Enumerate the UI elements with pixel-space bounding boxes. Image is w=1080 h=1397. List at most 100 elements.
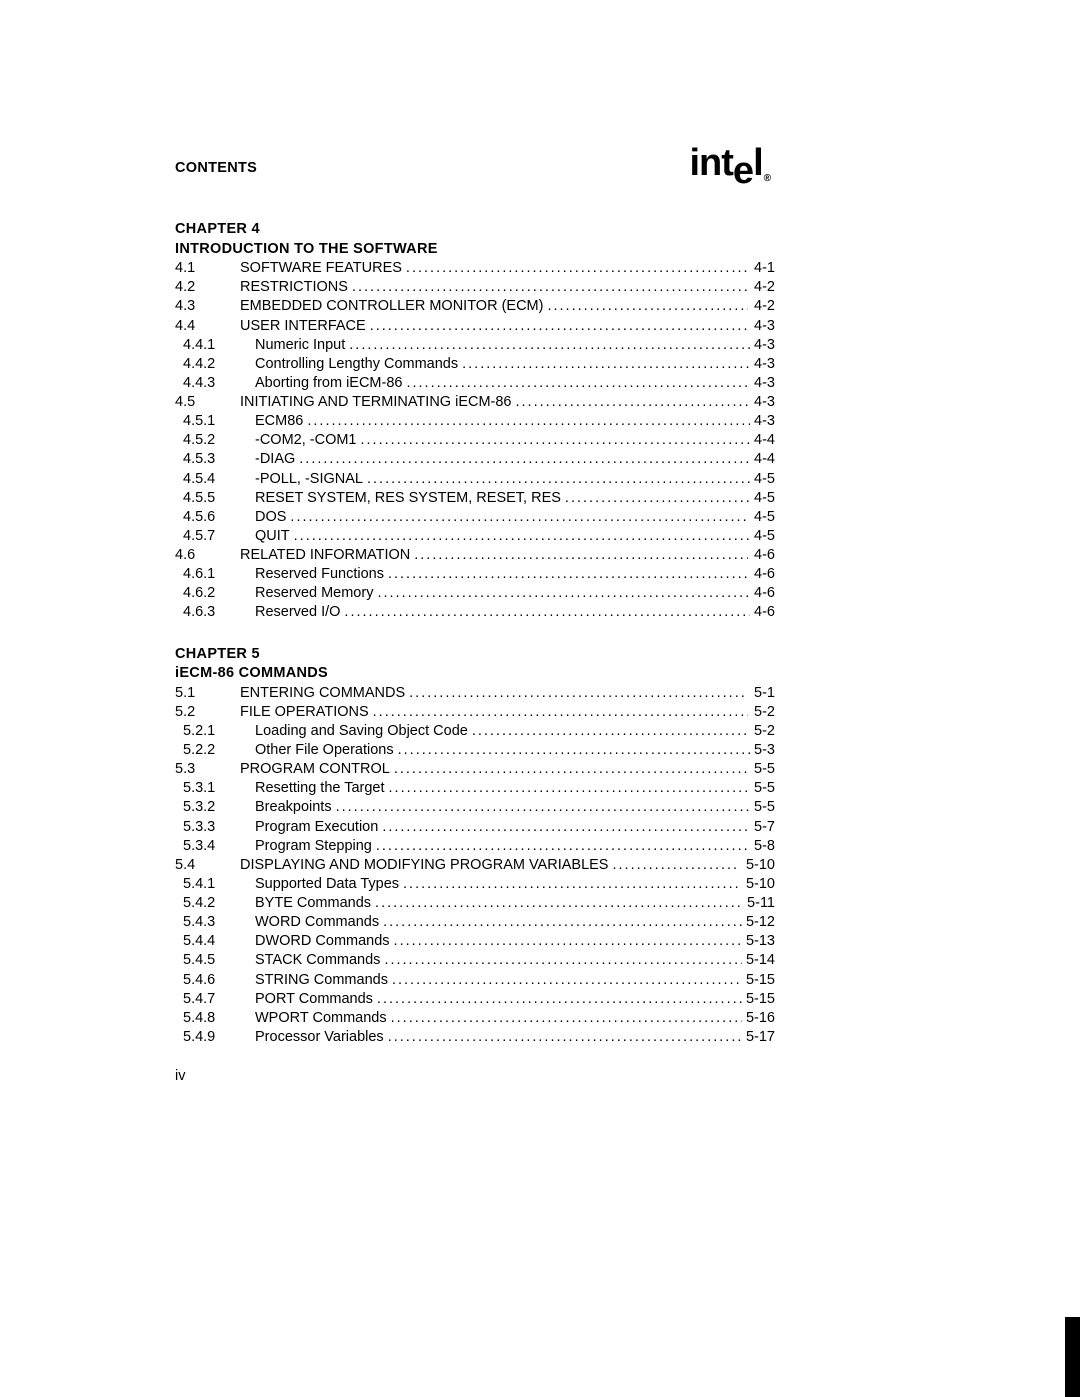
- toc-entry-number: 4.6.1: [175, 565, 255, 584]
- toc-entry: 4.3EMBEDDED CONTROLLER MONITOR (ECM) 4-2: [175, 297, 775, 316]
- toc-entry-number: 4.4.3: [175, 374, 255, 393]
- toc-entry-title: STRING Commands: [255, 971, 388, 990]
- toc-entry-title: PORT Commands: [255, 990, 373, 1009]
- toc-entry: 5.3.3Program Execution 5-7: [175, 818, 775, 837]
- toc-entry-page: 4-5: [750, 527, 775, 546]
- toc-leader-dots: [608, 856, 739, 875]
- toc-entry-number: 4.5.1: [175, 412, 255, 431]
- toc-entry-number: 5.3.2: [175, 798, 255, 817]
- toc-entry-number: 4.6: [175, 546, 240, 565]
- toc-leader-dots: [373, 990, 742, 1009]
- toc-entry-number: 4.2: [175, 278, 240, 297]
- toc-entry-title: -COM2, -COM1: [255, 431, 357, 450]
- toc-leader-dots: [402, 259, 748, 278]
- toc-entry: 4.5.4-POLL, -SIGNAL 4-5: [175, 470, 775, 489]
- toc-entry-title: Reserved Functions: [255, 565, 384, 584]
- toc-entry-title: SOFTWARE FEATURES: [240, 259, 402, 278]
- toc-entry-number: 4.4: [175, 317, 240, 336]
- toc-entry-title: DWORD Commands: [255, 932, 390, 951]
- toc-entry: 5.3.2Breakpoints 5-5: [175, 798, 775, 817]
- toc-entry: 4.4.2Controlling Lengthy Commands 4-3: [175, 355, 775, 374]
- toc-entry-title: WORD Commands: [255, 913, 379, 932]
- toc-entry-number: 4.5.5: [175, 489, 255, 508]
- chapter-title: INTRODUCTION TO THE SOFTWARE: [175, 240, 775, 260]
- toc-entry-number: 5.4.2: [175, 894, 255, 913]
- toc-entry-page: 5-11: [743, 894, 775, 913]
- toc-entry: 4.5.7QUIT 4-5: [175, 527, 775, 546]
- toc-entry: 4.5.5RESET SYSTEM, RES SYSTEM, RESET, RE…: [175, 489, 775, 508]
- toc-leader-dots: [390, 932, 742, 951]
- toc-entry-title: Controlling Lengthy Commands: [255, 355, 458, 374]
- chapter-block: CHAPTER 4INTRODUCTION TO THE SOFTWARE4.1…: [175, 220, 775, 623]
- toc-entry-title: Program Stepping: [255, 837, 372, 856]
- contents-label: CONTENTS: [175, 160, 257, 176]
- toc-entry-number: 4.1: [175, 259, 240, 278]
- toc-entry: 5.4.7PORT Commands 5-15: [175, 990, 775, 1009]
- toc-entry-number: 5.4.1: [175, 875, 255, 894]
- toc-entry-title: DOS: [255, 508, 286, 527]
- toc-entry: 4.5INITIATING AND TERMINATING iECM-86 4-…: [175, 393, 775, 412]
- toc-entry-number: 4.5.2: [175, 431, 255, 450]
- toc-entry-title: Supported Data Types: [255, 875, 399, 894]
- toc-entry-number: 4.5.6: [175, 508, 255, 527]
- toc-leader-dots: [561, 489, 750, 508]
- toc-entry-number: 5.3.4: [175, 837, 255, 856]
- chapter-title: iECM-86 COMMANDS: [175, 664, 775, 684]
- toc-leader-dots: [357, 431, 751, 450]
- toc-entry-number: 5.4.9: [175, 1028, 255, 1047]
- toc-entry-page: 4-3: [750, 355, 775, 374]
- toc-leader-dots: [379, 913, 742, 932]
- toc-entry-page: 4-3: [750, 336, 775, 355]
- toc-leader-dots: [384, 1028, 742, 1047]
- toc-leader-dots: [512, 393, 749, 412]
- chapter-label: CHAPTER 5: [175, 645, 775, 665]
- toc-leader-dots: [340, 603, 750, 622]
- toc-entry-number: 4.4.2: [175, 355, 255, 374]
- toc-entry-title: ECM86: [255, 412, 303, 431]
- toc-leader-dots: [366, 317, 748, 336]
- toc-entry: 5.4.4DWORD Commands 5-13: [175, 932, 775, 951]
- toc-leader-dots: [303, 412, 750, 431]
- toc-leader-dots: [348, 278, 748, 297]
- toc-entry: 5.4.8WPORT Commands 5-16: [175, 1009, 775, 1028]
- toc-entry: 4.6.2Reserved Memory 4-6: [175, 584, 775, 603]
- toc-entry-title: RESTRICTIONS: [240, 278, 348, 297]
- toc-entry-number: 5.4.3: [175, 913, 255, 932]
- toc-leader-dots: [332, 798, 750, 817]
- toc-entry: 4.6.1Reserved Functions 4-6: [175, 565, 775, 584]
- toc-leader-dots: [543, 297, 748, 316]
- toc-entry-title: Aborting from iECM-86: [255, 374, 402, 393]
- toc-entry-page: 5-1: [748, 684, 775, 703]
- toc-entry-page: 5-13: [742, 932, 775, 951]
- toc-entry-number: 5.4.7: [175, 990, 255, 1009]
- toc-entry-title: PROGRAM CONTROL: [240, 760, 390, 779]
- page-content: CONTENTS intel® CHAPTER 4INTRODUCTION TO…: [175, 160, 775, 1069]
- toc-entry-page: 4-5: [750, 470, 775, 489]
- toc-entry-number: 4.3: [175, 297, 240, 316]
- toc-entry-page: 4-2: [748, 278, 775, 297]
- toc-leader-dots: [371, 894, 743, 913]
- toc-entry-number: 5.3.3: [175, 818, 255, 837]
- toc-entry: 5.3.4Program Stepping 5-8: [175, 837, 775, 856]
- toc-entry-page: 4-3: [750, 374, 775, 393]
- toc-entry-page: 4-4: [750, 450, 775, 469]
- toc-leader-dots: [394, 741, 750, 760]
- toc-entry-number: 4.5.7: [175, 527, 255, 546]
- toc-entry: 5.4DISPLAYING AND MODIFYING PROGRAM VARI…: [175, 856, 775, 875]
- toc-entry-page: 4-6: [750, 603, 775, 622]
- toc-entry-title: INITIATING AND TERMINATING iECM-86: [240, 393, 512, 412]
- toc-entry-number: 4.5.4: [175, 470, 255, 489]
- toc-leader-dots: [387, 1009, 742, 1028]
- toc-entry-page: 5-16: [742, 1009, 775, 1028]
- toc-entry-number: 5.4.8: [175, 1009, 255, 1028]
- toc-leader-dots: [295, 450, 750, 469]
- toc-entry-title: FILE OPERATIONS: [240, 703, 369, 722]
- toc-entry-page: 5-15: [742, 990, 775, 1009]
- toc-leader-dots: [373, 584, 750, 603]
- toc-entry-number: 5.3: [175, 760, 240, 779]
- toc-leader-dots: [378, 818, 750, 837]
- toc-entry: 4.4USER INTERFACE 4-3: [175, 317, 775, 336]
- chapter-label: CHAPTER 4: [175, 220, 775, 240]
- toc-entry-title: ENTERING COMMANDS: [240, 684, 405, 703]
- toc-entry-page: 4-6: [750, 565, 775, 584]
